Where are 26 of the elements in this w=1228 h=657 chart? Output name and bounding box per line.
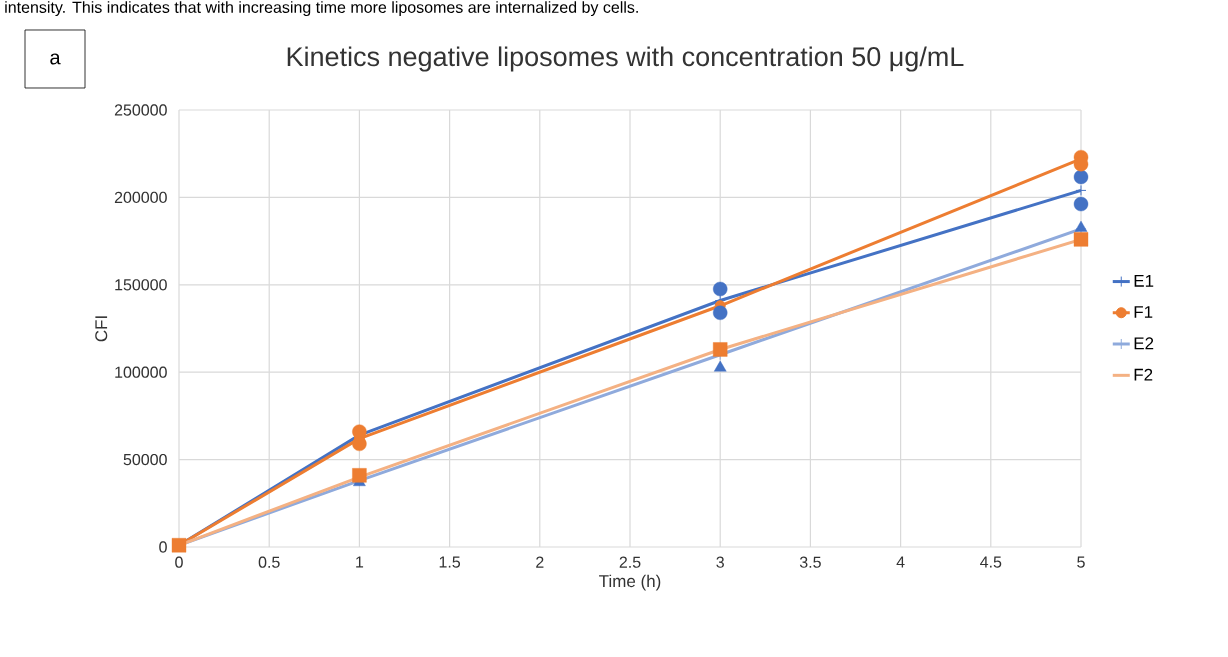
x-axis-title: Time (h) bbox=[599, 574, 661, 591]
y-tick-label: 150000 bbox=[115, 279, 167, 291]
text: intensity. This indicates that with increasing time more liposomes are internalized by cells. bbox=[5, 1, 638, 17]
chart-title: Kinetics negative liposomes with concentration 50 μg/mL bbox=[287, 46, 964, 72]
text: a bbox=[50, 53, 61, 65]
x-tick-label: 2 bbox=[536, 556, 544, 568]
y-tick-label: 200000 bbox=[114, 191, 167, 204]
legend-label: F2 bbox=[1134, 368, 1153, 381]
x-tick-label: 0 bbox=[175, 556, 183, 568]
x-tick-label: 4.5 bbox=[980, 556, 1002, 568]
x-tick-label: 3.5 bbox=[799, 556, 821, 568]
y-axis-title: CFI bbox=[95, 316, 108, 342]
y-tick-label: 100000 bbox=[115, 366, 167, 378]
x-tick-label: 3 bbox=[716, 556, 724, 568]
x-tick-label: 4 bbox=[896, 556, 905, 568]
x-tick-label: 2.5 bbox=[619, 556, 641, 568]
x-tick-label: 5 bbox=[1077, 556, 1085, 568]
legend-label: E1 bbox=[1134, 274, 1154, 287]
legend-label: E2 bbox=[1134, 337, 1154, 350]
legend-label: F1 bbox=[1134, 306, 1153, 318]
x-tick-label: 1 bbox=[356, 556, 364, 568]
y-tick-label: 0 bbox=[159, 541, 167, 553]
y-tick-label: 250000 bbox=[114, 104, 167, 116]
x-tick-label: 1.5 bbox=[439, 556, 461, 568]
x-tick-label: 0.5 bbox=[258, 556, 280, 568]
y-tick-label: 50000 bbox=[123, 453, 167, 466]
